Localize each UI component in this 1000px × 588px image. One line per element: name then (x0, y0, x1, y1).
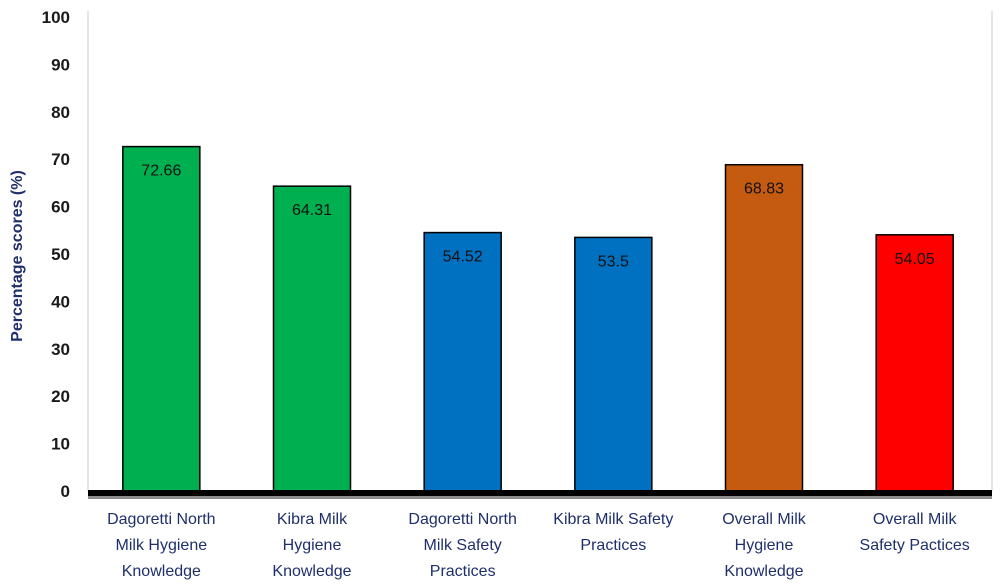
y-tick-label: 40 (51, 292, 70, 311)
x-tick-label: Kibra Milk Hygiene Knowledge (272, 511, 351, 580)
bar (423, 231, 502, 492)
data-label: 64.31 (292, 202, 332, 219)
bar (875, 234, 954, 492)
x-tick-label: Dagoretti North Milk Hygiene Knowledge (107, 511, 216, 580)
x-axis-baseline (88, 490, 992, 496)
x-tick-label: Overall Milk Hygiene Knowledge (722, 511, 807, 580)
x-tick-label: Overall Milk Safety Pactices (860, 511, 970, 554)
data-label: 54.52 (443, 249, 483, 266)
x-tick-label-line: Knowledge (122, 563, 201, 580)
data-label: 72.66 (141, 163, 181, 180)
plot-frame (87, 11, 993, 499)
x-axis: Dagoretti North Milk Hygiene KnowledgeKibr… (107, 511, 970, 580)
x-tick-label: Dagoretti North Milk Safety Practices (408, 511, 517, 580)
x-tick-label-line: Milk Safety (424, 537, 502, 554)
y-tick-label: 0 (61, 482, 70, 501)
bars: 72.66 64.31 54.52 53.5 68.83 54.05 (122, 145, 954, 492)
bar (272, 185, 352, 492)
x-tick-label-line: Safety Pactices (860, 537, 970, 554)
x-tick-label-line: Kibra Milk (277, 511, 348, 528)
data-label: 68.83 (744, 181, 784, 198)
y-tick-label: 30 (51, 340, 70, 359)
x-tick-label-line: Dagoretti North (408, 511, 517, 528)
bar (574, 236, 653, 492)
y-tick-label: 90 (51, 55, 70, 74)
x-tick-label-line: Overall Milk (722, 511, 807, 528)
y-tick-label: 100 (42, 8, 70, 27)
x-tick-label: Kibra Milk Safety Practices (553, 511, 673, 554)
y-axis: 0 10 20 30 40 50 60 70 80 90 100 (42, 8, 70, 501)
bar (724, 163, 804, 492)
x-tick-label-line: Hygiene (735, 537, 794, 554)
x-tick-label-line: Kibra Milk Safety (553, 511, 673, 528)
x-tick-label-line: Milk Hygiene (116, 537, 208, 554)
y-tick-label: 80 (51, 103, 70, 122)
x-tick-label-line: Knowledge (272, 563, 351, 580)
x-tick-label-line: Dagoretti North (107, 511, 216, 528)
y-axis-label: Percentage scores (%) (9, 170, 26, 342)
y-tick-label: 10 (51, 435, 70, 454)
x-tick-label-line: Hygiene (283, 537, 342, 554)
data-label: 53.5 (598, 253, 629, 270)
x-tick-label-line: Practices (580, 537, 646, 554)
y-tick-label: 20 (51, 387, 70, 406)
y-tick-label: 60 (51, 198, 70, 217)
y-tick-label: 70 (51, 150, 70, 169)
data-label: 54.05 (895, 251, 935, 268)
y-tick-label: 50 (51, 245, 70, 264)
bar (122, 145, 201, 492)
x-tick-label-line: Overall Milk (873, 511, 958, 528)
x-axis-baseline-shadow (88, 496, 992, 499)
x-tick-label-line: Knowledge (724, 563, 803, 580)
x-tick-label-line: Practices (430, 563, 496, 580)
